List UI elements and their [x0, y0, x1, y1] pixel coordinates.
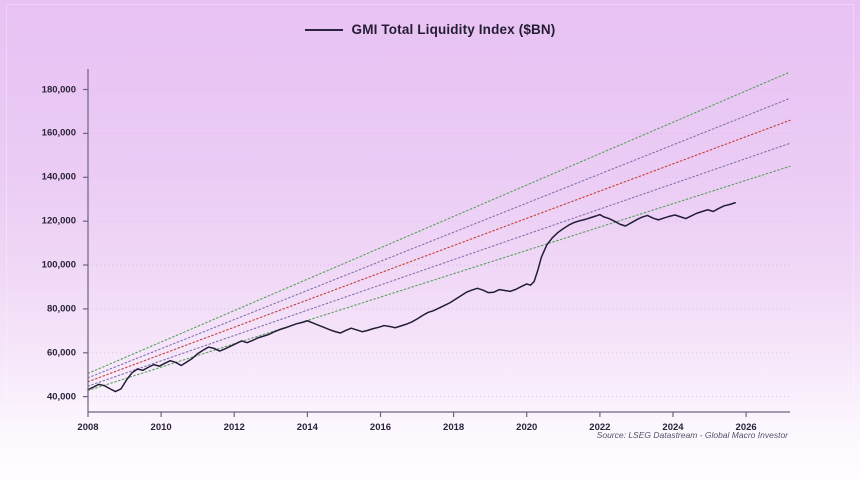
outer-upper-channel	[87, 71, 791, 374]
x-tick-label: 2014	[296, 422, 318, 433]
y-tick-label: 60,000	[46, 347, 76, 359]
x-tick-label: 2012	[223, 422, 245, 433]
trend-channel-group	[87, 71, 791, 392]
y-tick-label: 140,000	[41, 171, 76, 183]
y-tick-label: 40,000	[46, 391, 76, 403]
x-tick-label: 2024	[662, 422, 684, 433]
chart-legend: GMI Total Liquidity Index ($BN)	[0, 22, 860, 37]
x-tick-label: 2020	[516, 422, 538, 433]
axis-group	[83, 69, 790, 417]
gridlines-group	[88, 89, 790, 397]
source-attribution: Source: LSEG Datastream - Global Macro I…	[596, 430, 788, 440]
y-tick-label: 100,000	[41, 259, 76, 271]
x-tick-label: 2022	[589, 422, 611, 433]
y-tick-label: 160,000	[41, 127, 76, 139]
x-tick-label: 2016	[369, 422, 392, 433]
series-line-swatch-icon	[304, 28, 343, 31]
inner-lower-channel	[87, 142, 791, 387]
center-channel	[87, 119, 791, 383]
outer-lower-channel	[87, 165, 791, 392]
x-tick-label: 2026	[735, 422, 757, 433]
y-tick-label: 120,000	[41, 215, 76, 227]
inner-upper-channel	[87, 97, 791, 379]
x-tick-label: 2008	[77, 422, 99, 433]
x-tick-label: 2018	[443, 422, 465, 433]
series-line-0	[87, 201, 736, 393]
y-tick-label: 180,000	[41, 84, 76, 96]
chart-title-label: GMI Total Liquidity Index ($BN)	[351, 22, 556, 37]
y-tick-label: 80,000	[46, 303, 76, 315]
data-series-group	[87, 201, 736, 393]
x-tick-label: 2010	[150, 422, 172, 433]
